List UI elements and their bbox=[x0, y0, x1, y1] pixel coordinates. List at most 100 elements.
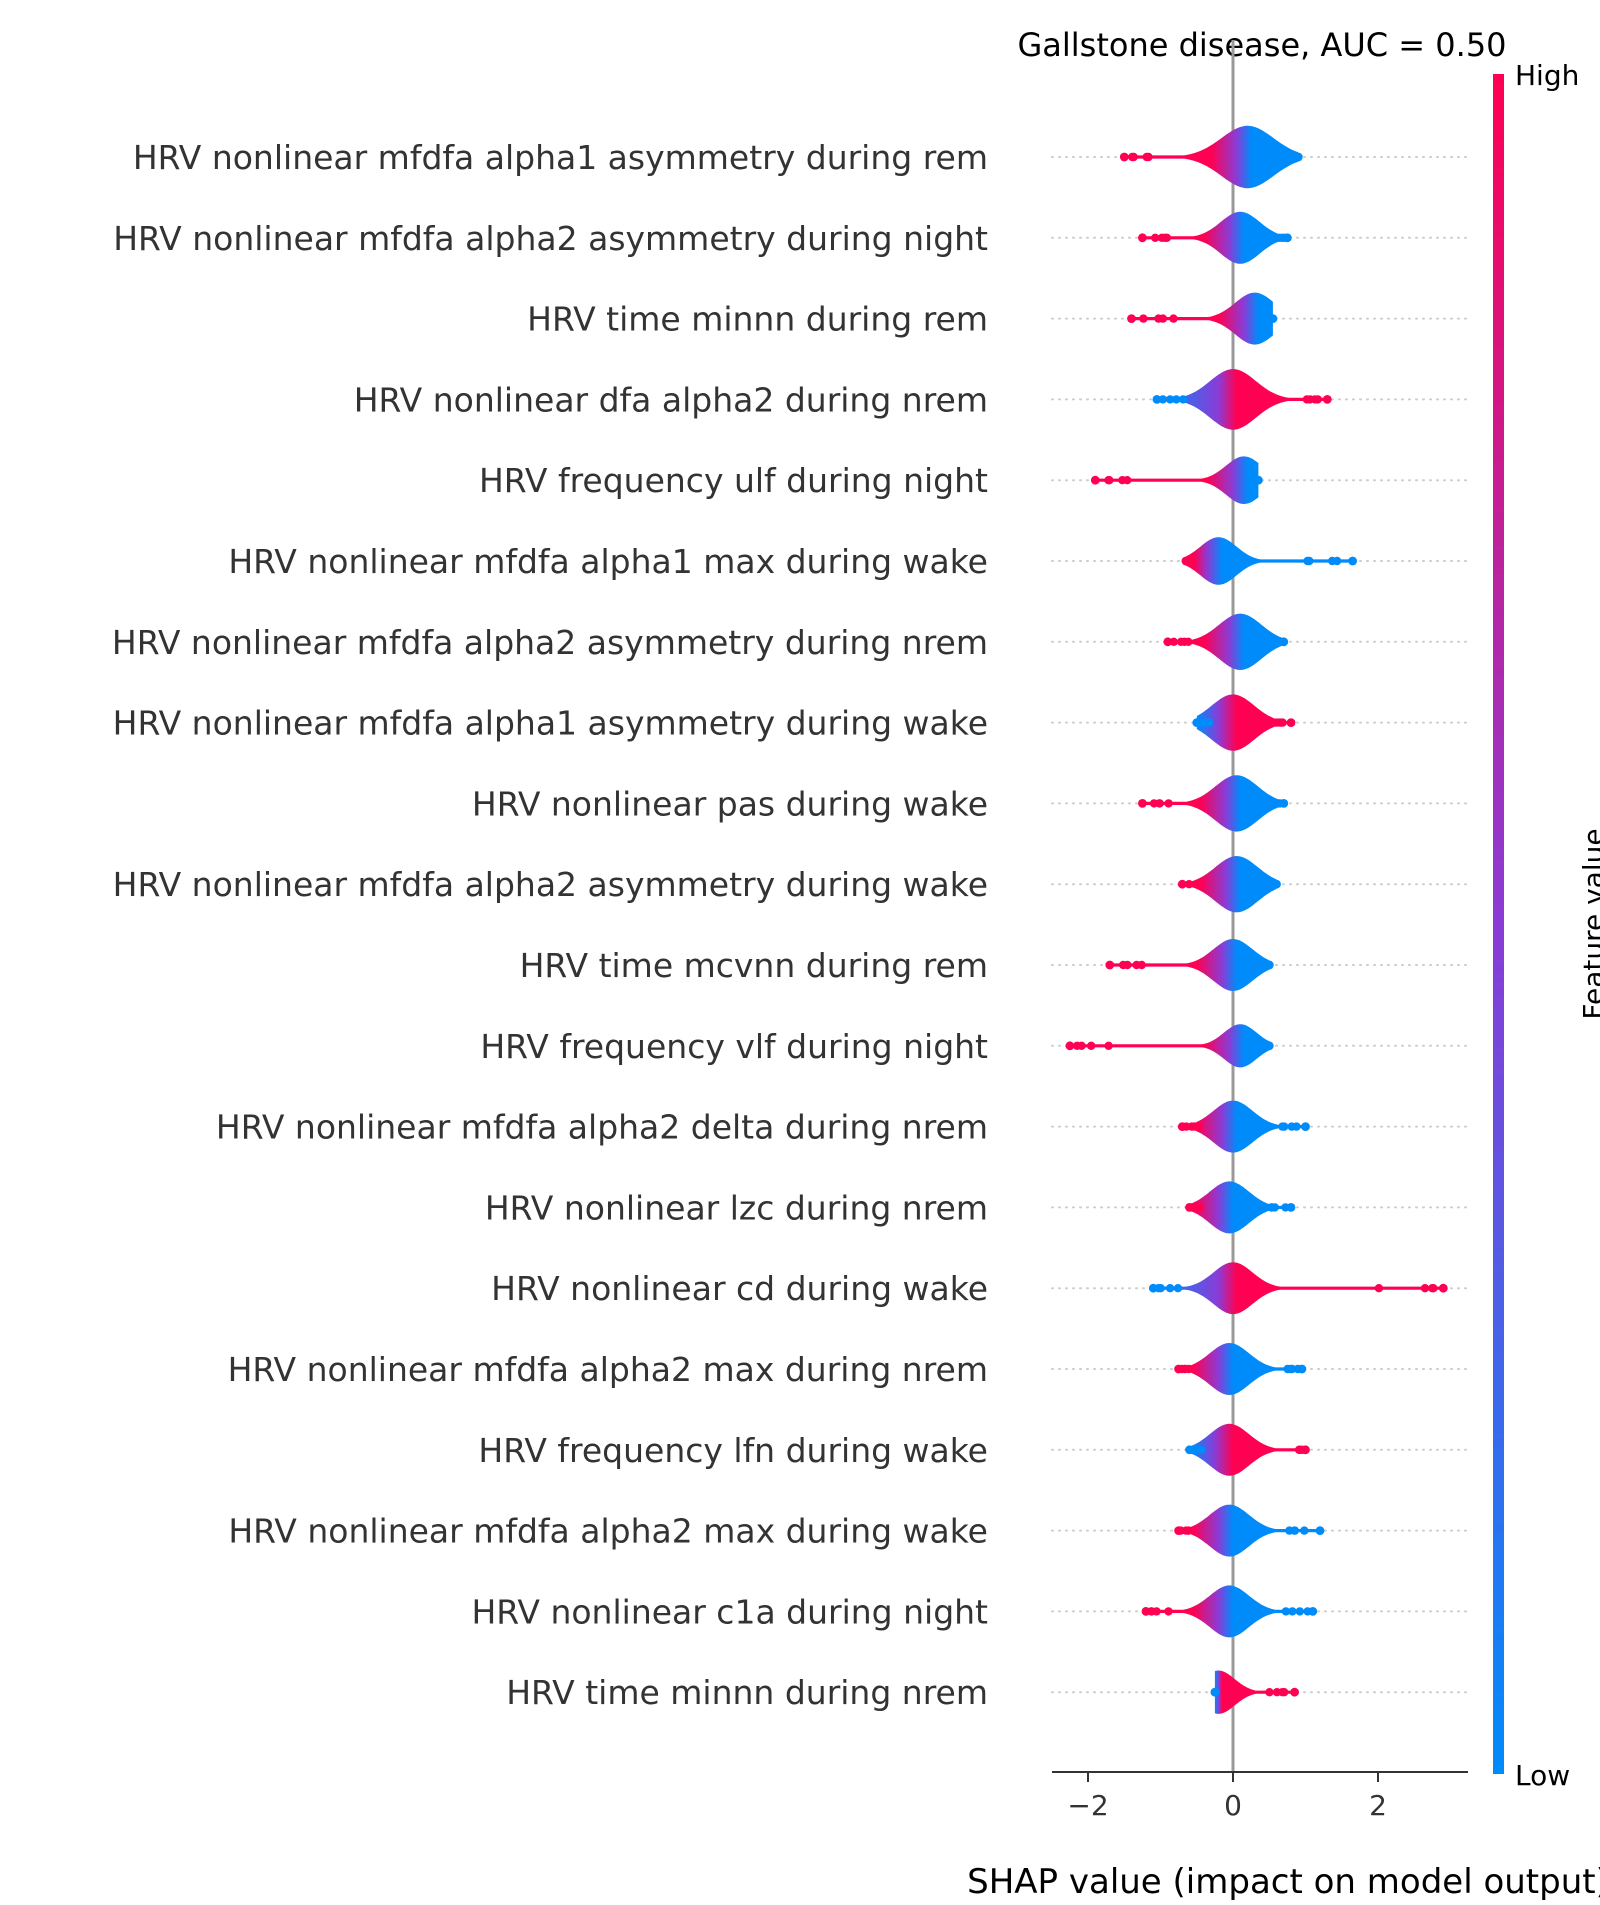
outlier-dot bbox=[1141, 1607, 1151, 1616]
outlier-dot bbox=[1286, 718, 1296, 727]
outlier-dot bbox=[1176, 637, 1186, 646]
outlier-dot bbox=[1104, 476, 1113, 485]
outlier-dot bbox=[1077, 1041, 1086, 1051]
outlier-dot bbox=[1295, 1607, 1305, 1616]
outlier-dot bbox=[1104, 1041, 1113, 1051]
outlier-dot bbox=[1128, 152, 1137, 162]
feature-row: HRV frequency vlf during night bbox=[480, 1024, 1469, 1068]
outlier-dot bbox=[1268, 637, 1278, 646]
outlier-dot bbox=[1119, 960, 1128, 970]
feature-label: HRV nonlinear cd during wake bbox=[491, 1269, 988, 1308]
outlier-dot bbox=[1165, 1284, 1175, 1293]
outlier-dot bbox=[1301, 1122, 1310, 1131]
feature-violin bbox=[1214, 1670, 1295, 1714]
outlier-dot bbox=[1281, 1607, 1291, 1616]
feature-label: HRV frequency lfn during wake bbox=[478, 1431, 988, 1470]
outlier-dot bbox=[1192, 1445, 1201, 1455]
outlier-dot bbox=[1269, 233, 1278, 242]
outlier-dot bbox=[1275, 718, 1284, 727]
feature-row: HRV time minnn during nrem bbox=[506, 1670, 1469, 1714]
outlier-dot bbox=[1429, 1284, 1438, 1293]
outlier-dot bbox=[1169, 314, 1178, 323]
outlier-dot bbox=[1290, 1687, 1299, 1697]
feature-label: HRV time minnn during nrem bbox=[506, 1673, 988, 1712]
outlier-dot bbox=[1174, 1364, 1183, 1374]
feature-violin bbox=[1153, 1262, 1444, 1315]
feature-violin bbox=[1189, 1423, 1306, 1476]
outlier-dot bbox=[1184, 880, 1194, 889]
outlier-dot bbox=[1157, 233, 1167, 242]
outlier-dot bbox=[1181, 556, 1191, 566]
outlier-dot bbox=[1087, 1041, 1096, 1051]
feature-violin bbox=[1142, 211, 1288, 264]
outlier-dot bbox=[1264, 960, 1274, 970]
outlier-dot bbox=[1322, 395, 1332, 404]
feature-row: HRV nonlinear cd during wake bbox=[491, 1262, 1469, 1315]
outlier-dot bbox=[1305, 556, 1314, 566]
outlier-dot bbox=[1348, 556, 1357, 566]
outlier-dot bbox=[1185, 1445, 1194, 1455]
feature-label: HRV frequency ulf during night bbox=[479, 461, 988, 500]
outlier-dot bbox=[1177, 879, 1187, 889]
feature-violin bbox=[1167, 613, 1284, 670]
feature-label: HRV nonlinear c1a during night bbox=[471, 1592, 988, 1631]
outlier-dot bbox=[1119, 152, 1129, 162]
x-tick-label: 2 bbox=[1369, 1789, 1387, 1822]
feature-label: HRV nonlinear mfdfa alpha2 max during nr… bbox=[228, 1350, 988, 1389]
colorbar-title: Feature value bbox=[1577, 828, 1600, 1019]
outlier-dot bbox=[1158, 395, 1168, 404]
outlier-dot bbox=[1262, 880, 1271, 889]
feature-violin bbox=[1142, 775, 1284, 832]
feature-violin bbox=[1131, 292, 1273, 345]
feature-label: HRV nonlinear mfdfa alpha1 asymmetry dur… bbox=[133, 138, 988, 177]
feature-row: HRV time mcvnn during rem bbox=[520, 939, 1469, 991]
outlier-dot bbox=[1139, 314, 1148, 323]
x-axis-title: SHAP value (impact on model output) bbox=[967, 1862, 1600, 1900]
outlier-dot bbox=[1148, 1283, 1158, 1293]
feature-label: HRV nonlinear mfdfa alpha1 asymmetry dur… bbox=[113, 704, 988, 743]
feature-label: HRV frequency vlf during night bbox=[480, 1027, 988, 1066]
feature-violin bbox=[1182, 856, 1277, 913]
outlier-dot bbox=[1301, 1445, 1310, 1455]
chart-title: Gallstone disease, AUC = 0.50 bbox=[1017, 26, 1506, 64]
outlier-dot bbox=[1438, 1283, 1448, 1293]
outlier-dot bbox=[1154, 314, 1163, 323]
outlier-dot bbox=[1185, 1203, 1194, 1212]
outlier-dot bbox=[1065, 1041, 1075, 1051]
x-tick-label: 0 bbox=[1224, 1789, 1242, 1822]
outlier-dot bbox=[1105, 960, 1115, 970]
outlier-dot bbox=[1210, 1687, 1220, 1697]
outlier-dot bbox=[1297, 1364, 1307, 1374]
feature-violin bbox=[1182, 1100, 1306, 1153]
feature-row: HRV nonlinear lzc during nrem bbox=[485, 1181, 1469, 1234]
feature-row: HRV time minnn during rem bbox=[527, 292, 1469, 345]
x-tick-label: −2 bbox=[1067, 1789, 1108, 1822]
outlier-dot bbox=[1265, 799, 1274, 808]
outlier-dot bbox=[1123, 476, 1132, 485]
feature-violin bbox=[1124, 125, 1299, 189]
outlier-dot bbox=[1177, 1122, 1187, 1131]
feature-row: HRV nonlinear mfdfa alpha2 max during nr… bbox=[228, 1343, 1469, 1395]
feature-violin bbox=[1196, 694, 1291, 751]
outlier-dot bbox=[1138, 799, 1147, 808]
outlier-dot bbox=[1137, 960, 1146, 970]
outlier-dot bbox=[1283, 152, 1293, 162]
outlier-dot bbox=[1315, 1526, 1325, 1535]
outlier-dot bbox=[1264, 1041, 1274, 1051]
outlier-dot bbox=[1287, 1364, 1297, 1374]
feature-row: HRV nonlinear mfdfa alpha1 max during wa… bbox=[228, 537, 1469, 585]
feature-violin bbox=[1178, 1343, 1302, 1395]
colorbar: High Low Feature value bbox=[1493, 59, 1600, 1792]
feature-row: HRV frequency ulf during night bbox=[479, 456, 1469, 504]
feature-rows: HRV nonlinear mfdfa alpha1 asymmetry dur… bbox=[112, 40, 1469, 1772]
outlier-dot bbox=[1262, 314, 1271, 323]
outlier-dot bbox=[1254, 1041, 1264, 1051]
outlier-dot bbox=[1151, 233, 1160, 242]
outlier-dot bbox=[1164, 799, 1173, 808]
outlier-dot bbox=[1283, 233, 1292, 243]
outlier-dot bbox=[1152, 395, 1162, 404]
outlier-dot bbox=[1293, 152, 1303, 162]
outlier-dot bbox=[1164, 1607, 1173, 1616]
